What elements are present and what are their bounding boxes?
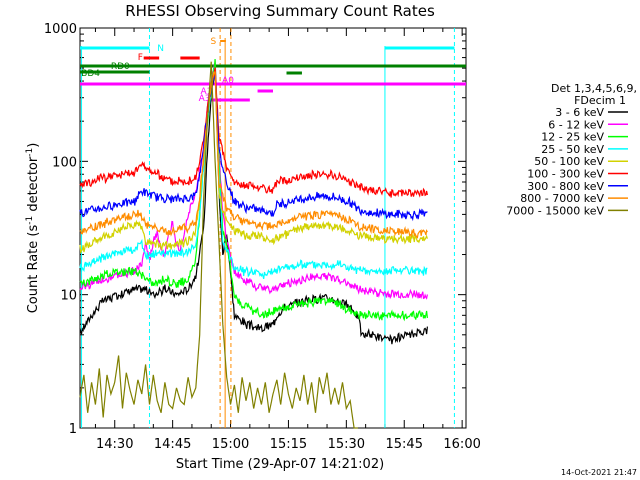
x-tick-label: 15:00 bbox=[212, 437, 249, 452]
legend-label: 3 - 6 keV bbox=[555, 106, 604, 119]
x-tick-label: 16:00 bbox=[443, 437, 480, 452]
x-tick-label: 15:45 bbox=[386, 437, 423, 452]
flag-label: F bbox=[138, 53, 143, 63]
legend-label: 50 - 100 keV bbox=[534, 155, 604, 168]
series-line bbox=[79, 71, 428, 239]
series-line bbox=[79, 60, 428, 300]
x-axis-title: Start Time (29-Apr-07 14:21:02) bbox=[176, 457, 384, 472]
flag-label: A0 bbox=[222, 76, 234, 86]
flag-label: RD0 bbox=[111, 62, 130, 72]
series-line bbox=[79, 67, 428, 280]
legend-label: 300 - 800 keV bbox=[527, 180, 604, 193]
series-line bbox=[79, 67, 428, 198]
flag-label: A1 bbox=[201, 87, 213, 97]
series-layer bbox=[79, 59, 428, 429]
flag-label: N bbox=[157, 44, 164, 54]
axis-ticks bbox=[80, 28, 466, 429]
series-line bbox=[79, 67, 428, 254]
series-line bbox=[79, 59, 428, 322]
flag-label: A3 bbox=[199, 94, 211, 104]
flag-label: S bbox=[211, 37, 217, 47]
y-tick-label: 1 bbox=[69, 422, 77, 437]
legend-header-1: Det 1,3,4,5,6,9, bbox=[551, 82, 637, 95]
legend-label: 12 - 25 keV bbox=[541, 131, 604, 144]
legend-label: 25 - 50 keV bbox=[541, 143, 604, 156]
series-line bbox=[79, 69, 428, 345]
y-tick-label: 100 bbox=[52, 155, 77, 170]
x-tick-labels: 14:30 14:45 15:00 15:15 15:30 15:45 16:00 bbox=[96, 437, 481, 452]
y-tick-label: 1000 bbox=[44, 22, 77, 37]
legend-label: 800 - 7000 keV bbox=[520, 192, 604, 205]
x-tick-label: 14:30 bbox=[96, 437, 133, 452]
plot-frame bbox=[79, 27, 467, 429]
legend-label: 6 - 12 keV bbox=[548, 118, 604, 131]
legend-header-2: FDecim 1 bbox=[574, 94, 626, 107]
y-tick-label: 10 bbox=[60, 289, 77, 304]
footer-date: 14-Oct-2021 21:47 bbox=[561, 468, 637, 477]
series-line bbox=[79, 61, 358, 429]
legend-label: 100 - 300 keV bbox=[527, 168, 604, 181]
y-tick-labels: 1 10 100 1000 bbox=[44, 22, 77, 437]
legend-label: 7000 - 15000 keV bbox=[506, 204, 604, 217]
y-axis-title: Count Rate (s-1 detector-1) bbox=[25, 143, 41, 314]
series-line bbox=[79, 74, 428, 222]
flag-label: BD4 bbox=[81, 69, 100, 79]
x-tick-label: 15:30 bbox=[328, 437, 365, 452]
x-tick-label: 14:45 bbox=[154, 437, 191, 452]
chart-title: RHESSI Observing Summary Count Rates bbox=[125, 2, 435, 20]
x-tick-label: 15:15 bbox=[270, 437, 307, 452]
